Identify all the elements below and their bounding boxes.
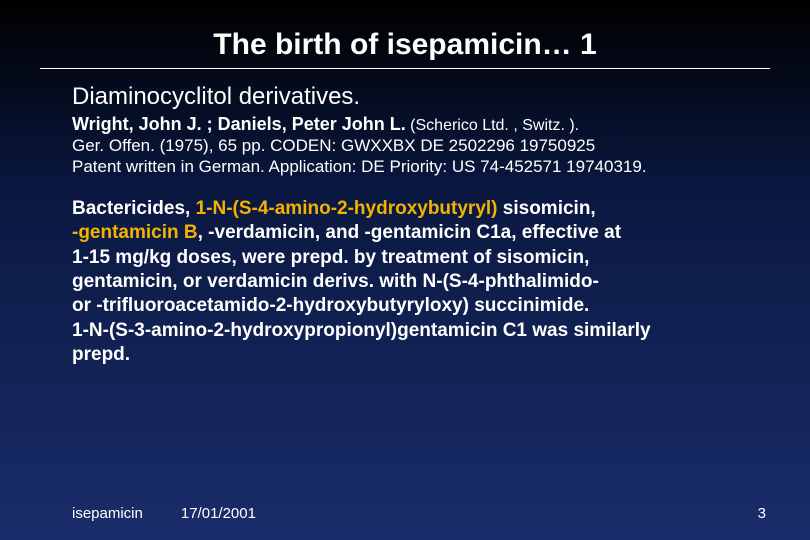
- highlight-1: 1-N-(S-4-amino-2-hydroxybutyryl): [196, 198, 498, 219]
- body-line-2: -gentamicin B, -verdamicin, and -gentami…: [72, 221, 750, 245]
- publication-line-1: Ger. Offen. (1975), 65 pp. CODEN: GWXXBX…: [72, 136, 750, 156]
- body-line-3: 1-15 mg/kg doses, were prepd. by treatme…: [72, 246, 750, 270]
- footer-topic: isepamicin: [72, 505, 143, 522]
- footer-date: 17/01/2001: [181, 505, 256, 522]
- authors-bold: Wright, John J. ; Daniels, Peter John L.: [72, 114, 406, 134]
- body-mid-2: , -verdamicin, and -gentamicin C1a, effe…: [198, 222, 621, 243]
- body-line-1: Bactericides, 1-N-(S-4-amino-2-hydroxybu…: [72, 197, 750, 221]
- title-underline: [40, 68, 770, 69]
- footer-left: isepamicin 17/01/2001: [72, 505, 256, 522]
- slide: The birth of isepamicin… 1 Diaminocyclit…: [0, 0, 810, 540]
- highlight-2: -gentamicin B: [72, 222, 198, 243]
- body-line-7: prepd.: [72, 343, 750, 367]
- footer-page-number: 3: [758, 505, 766, 522]
- body-line-4: gentamicin, or verdamicin derivs. with N…: [72, 270, 750, 294]
- publication-line-2: Patent written in German. Application: D…: [72, 157, 750, 177]
- body-text: Bactericides, 1-N-(S-4-amino-2-hydroxybu…: [72, 197, 750, 367]
- body-line-5: or -trifluoroacetamido-2-hydroxybutyrylo…: [72, 294, 750, 318]
- subtitle: Diaminocyclitol derivatives.: [72, 83, 750, 111]
- authors-affiliation: (Scherico Ltd. , Switz. ).: [406, 117, 579, 134]
- authors-line: Wright, John J. ; Daniels, Peter John L.…: [72, 114, 750, 135]
- body-line-6: 1-N-(S-3-amino-2-hydroxypropionyl)gentam…: [72, 319, 750, 343]
- body-lead: Bactericides,: [72, 198, 196, 219]
- body-mid-1: sisomicin,: [498, 198, 596, 219]
- footer: isepamicin 17/01/2001 3: [0, 505, 810, 522]
- slide-title: The birth of isepamicin… 1: [0, 0, 810, 68]
- slide-content: Diaminocyclitol derivatives. Wright, Joh…: [0, 83, 810, 367]
